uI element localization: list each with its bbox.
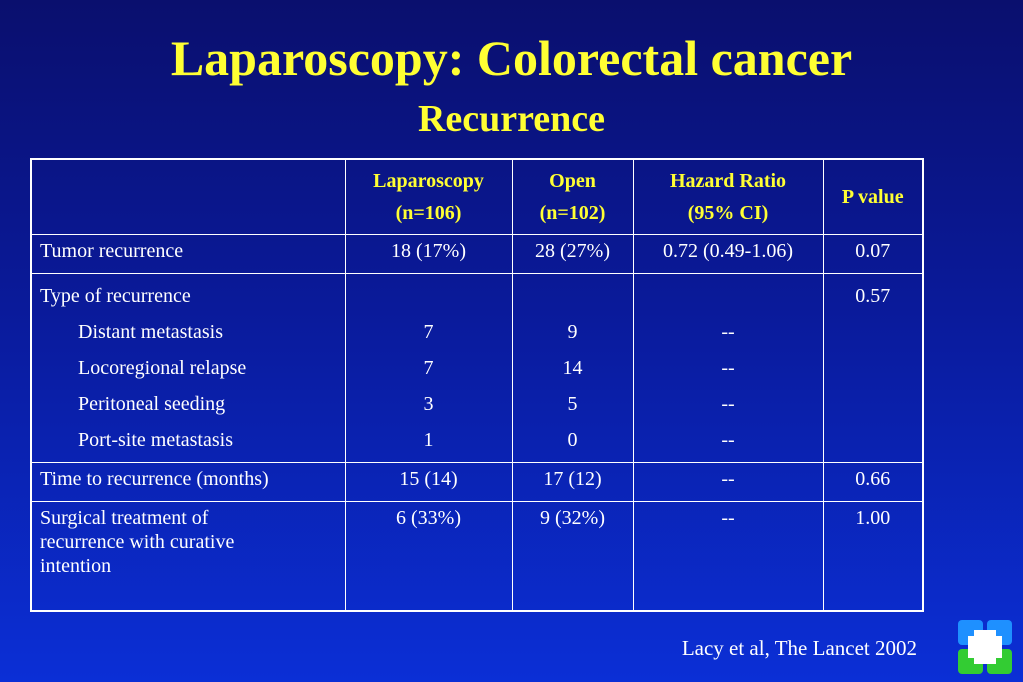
header-line: Hazard Ratio <box>669 170 787 192</box>
cell-p-value: 1.00 <box>822 501 924 612</box>
citation: Lacy et al, The Lancet 2002 <box>681 636 917 660</box>
logo-cross-horizontal <box>968 636 1002 658</box>
header-line: P value <box>841 186 904 208</box>
cell-p-value: 0.07 <box>822 234 924 274</box>
cell-hazard-ratio: 0.72 (0.49-1.06) <box>632 234 824 274</box>
header-hazard-ratio: Hazard Ratio (95% CI) <box>632 158 824 235</box>
cell-open: 9 14 5 0 <box>511 273 634 463</box>
header-p-value: P value <box>822 158 924 235</box>
sub-row-label: Port-site metastasis <box>78 429 233 451</box>
cell-value: 9 <box>567 321 578 343</box>
table-row: Tumor recurrence 18 (17%) 28 (27%) 0.72 … <box>30 234 924 274</box>
cell-hazard-ratio: -- <box>632 501 824 612</box>
table-row: Time to recurrence (months) 15 (14) 17 (… <box>30 462 924 502</box>
blank-line <box>521 278 625 314</box>
blank-line <box>354 278 504 314</box>
cell-laparoscopy: 15 (14) <box>344 462 513 502</box>
sub-row-label: Locoregional relapse <box>78 357 247 379</box>
header-open: Open (n=102) <box>511 158 634 235</box>
row-label: Time to recurrence (months) <box>30 462 346 502</box>
header-blank <box>30 158 346 235</box>
header-laparoscopy: Laparoscopy (n=106) <box>344 158 513 235</box>
cell-value: -- <box>721 393 735 415</box>
cell-value: 7 <box>423 321 434 343</box>
cell-laparoscopy: 7 7 3 1 <box>344 273 513 463</box>
cell-value: 0 <box>567 429 578 451</box>
row-label-line: Surgical treatment of <box>40 507 209 529</box>
cell-value: -- <box>721 429 735 451</box>
header-line: (95% CI) <box>687 202 769 224</box>
cell-value: 5 <box>567 393 578 415</box>
cell-value: -- <box>721 321 735 343</box>
table-header-row: Laparoscopy (n=106) Open (n=102) Hazard … <box>30 158 924 235</box>
recurrence-table: Laparoscopy (n=106) Open (n=102) Hazard … <box>30 158 924 612</box>
cell-laparoscopy: 6 (33%) <box>344 501 513 612</box>
blank-line <box>642 278 815 314</box>
row-label-line: intention <box>40 555 112 577</box>
cell-value: 14 <box>562 357 583 379</box>
slide-title: Laparoscopy: Colorectal cancer <box>170 30 853 86</box>
header-line: Open <box>549 170 596 192</box>
header-line: (n=106) <box>395 202 462 224</box>
cell-open: 28 (27%) <box>511 234 634 274</box>
cell-value: 1 <box>423 429 434 451</box>
cell-laparoscopy: 18 (17%) <box>344 234 513 274</box>
cell-value: 3 <box>423 393 434 415</box>
cross-grid-logo-icon <box>958 620 1012 674</box>
header-line: Laparoscopy <box>373 170 484 192</box>
cell-hazard-ratio: -- <box>632 462 824 502</box>
table-row: Surgical treatment of recurrence with cu… <box>30 501 924 612</box>
row-label: Type of recurrence <box>40 285 191 307</box>
row-label-group: Type of recurrence Distant metastasis Lo… <box>30 273 346 463</box>
cell-value: -- <box>721 357 735 379</box>
cell-open: 17 (12) <box>511 462 634 502</box>
header-line: (n=102) <box>539 202 606 224</box>
cell-open: 9 (32%) <box>511 501 634 612</box>
row-label: Surgical treatment of recurrence with cu… <box>30 501 346 612</box>
row-label: Tumor recurrence <box>30 234 346 274</box>
table-row: Type of recurrence Distant metastasis Lo… <box>30 273 924 463</box>
slide-subtitle: Recurrence <box>417 98 606 140</box>
sub-row-label: Peritoneal seeding <box>78 393 226 415</box>
cell-p-value: 0.57 <box>822 273 924 463</box>
sub-row-label: Distant metastasis <box>78 321 223 343</box>
cell-value: 0.57 <box>855 285 891 307</box>
cell-p-value: 0.66 <box>822 462 924 502</box>
cell-hazard-ratio: -- -- -- -- <box>632 273 824 463</box>
cell-value: 7 <box>423 357 434 379</box>
row-label-line: recurrence with curative <box>40 531 235 553</box>
